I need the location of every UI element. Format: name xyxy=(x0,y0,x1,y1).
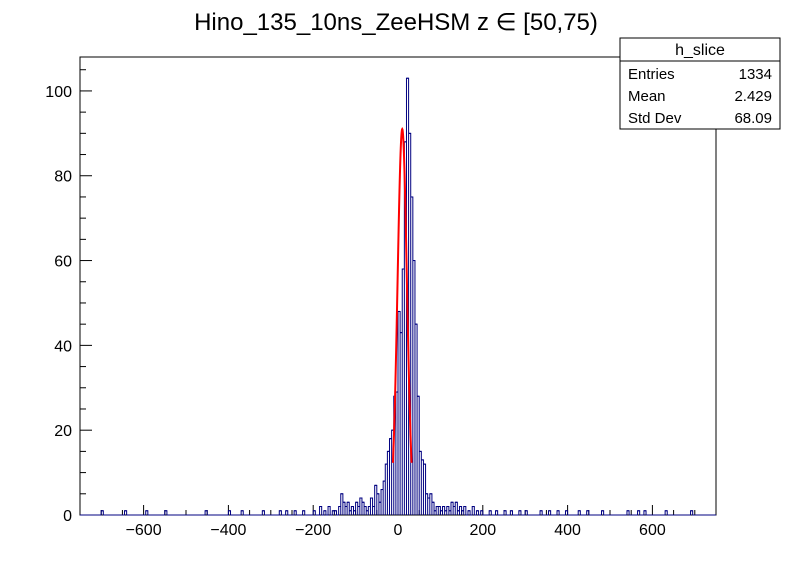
stats-mean-value: 2.429 xyxy=(734,88,772,105)
y-axis: 0 20 40 60 80 100 xyxy=(45,69,92,525)
x-tick-label: −600 xyxy=(126,522,162,539)
gaussian-fit-curve xyxy=(391,126,413,463)
y-tick-label: 100 xyxy=(45,84,72,101)
stats-entries-label: Entries xyxy=(628,66,675,83)
x-tick-label: −400 xyxy=(210,522,246,539)
chart-title: Hino_135_10ns_ZeeHSM z ∈ [50,75) xyxy=(194,9,598,36)
x-tick-label: 0 xyxy=(394,522,403,539)
y-tick-label: 40 xyxy=(54,338,72,355)
y-tick-label: 80 xyxy=(54,169,72,186)
stats-stddev-value: 68.09 xyxy=(734,110,772,127)
stats-box: h_slice Entries 1334 Mean 2.429 Std Dev … xyxy=(619,37,781,130)
stats-box-title: h_slice xyxy=(675,42,725,59)
stats-box-frame xyxy=(619,37,781,130)
stats-entries-value: 1334 xyxy=(739,66,772,83)
x-tick-label: 600 xyxy=(639,522,666,539)
x-tick-label: −200 xyxy=(295,522,331,539)
y-tick-label: 60 xyxy=(54,254,72,271)
stats-mean-label: Mean xyxy=(628,88,666,105)
histogram-series xyxy=(80,77,716,516)
x-tick-label: 200 xyxy=(469,522,496,539)
x-tick-label: 400 xyxy=(554,522,581,539)
y-tick-label: 20 xyxy=(54,423,72,440)
histogram-bins xyxy=(101,77,693,512)
y-tick-label: 0 xyxy=(63,508,72,525)
stats-stddev-label: Std Dev xyxy=(628,110,682,127)
